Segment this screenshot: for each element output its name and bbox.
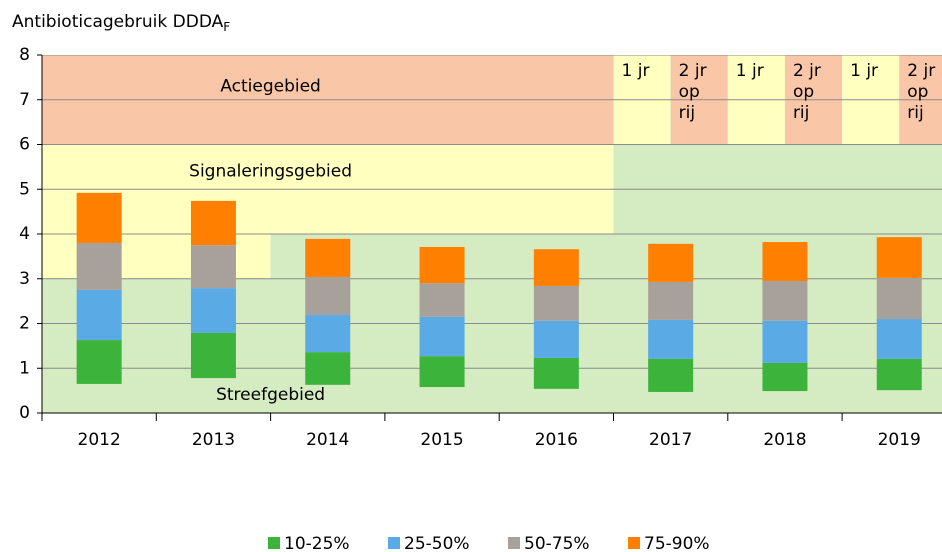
x-tick-label: 2018 — [763, 430, 806, 450]
zone-label: rij — [907, 103, 923, 123]
bar-segment — [419, 356, 465, 388]
bar-segment — [648, 319, 694, 359]
bar-segment — [648, 358, 694, 392]
x-tick-label: 2016 — [535, 430, 578, 450]
bar-segment — [76, 289, 122, 341]
x-tick-label: 2013 — [192, 430, 235, 450]
bar-segment — [533, 285, 579, 321]
zone-label: op — [793, 82, 814, 102]
y-tick-label: 7 — [19, 90, 30, 110]
zone-label: 2 jr — [907, 61, 935, 81]
bar-segment — [876, 358, 922, 391]
x-tick-label: 2019 — [878, 430, 921, 450]
bar-segment — [762, 280, 808, 321]
legend-label: 75-90% — [644, 534, 710, 552]
bar-segment — [190, 288, 236, 333]
x-tick-label: 2014 — [306, 430, 349, 450]
legend-label: 25-50% — [404, 534, 470, 552]
zone-label: Signaleringsgebied — [189, 161, 352, 181]
bar-segment — [305, 238, 351, 277]
bar-segment — [419, 316, 465, 357]
chart-title: Antibioticagebruik DDDAF — [12, 12, 230, 34]
bar-segment — [190, 332, 236, 379]
x-tick-label: 2015 — [420, 430, 463, 450]
y-tick-label: 8 — [19, 45, 30, 65]
bar-segment — [876, 277, 922, 320]
y-tick-label: 2 — [19, 314, 30, 334]
axes: 0 1 2 3 4 5 6 7 8 2012 2013 2014 2015 2016 2017 2018 201… — [19, 45, 942, 552]
zone-label: op — [907, 82, 928, 102]
legend-label: 10-25% — [284, 534, 350, 552]
zone-label: 1 jr — [850, 61, 878, 81]
bar-segment — [419, 283, 465, 317]
bar-segment — [876, 237, 922, 278]
bar-segment — [648, 281, 694, 320]
legend-swatch — [508, 537, 520, 549]
bar-segment — [305, 314, 351, 353]
bar-segment — [76, 340, 122, 384]
bar-segment — [305, 276, 351, 315]
y-tick-label: 0 — [19, 403, 30, 423]
zone — [42, 234, 271, 279]
bar-segment — [419, 246, 465, 284]
zone-label: Streefgebied — [216, 385, 325, 405]
bar-segment — [762, 320, 808, 363]
y-tick-label: 1 — [19, 358, 30, 378]
legend-swatch — [628, 537, 640, 549]
title-subscript: F — [223, 20, 230, 34]
bar-segment — [533, 320, 579, 358]
y-tick-label: 6 — [19, 135, 30, 155]
bar-segment — [533, 249, 579, 286]
zone-label: 2 jr — [679, 61, 707, 81]
title-main: Antibioticagebruik DDDA — [12, 12, 224, 32]
zone-label: op — [679, 82, 700, 102]
bar-segment — [76, 192, 122, 243]
bar-segment — [190, 245, 236, 289]
bar-segment — [533, 357, 579, 389]
plot-area: Streefgebied Actiegebied Signaleringsgebie… — [42, 55, 942, 414]
legend-label: 50-75% — [524, 534, 590, 552]
y-tick-label: 3 — [19, 269, 30, 289]
x-tick-label: 2012 — [78, 430, 121, 450]
zone-label: rij — [793, 103, 809, 123]
y-tick-label: 5 — [19, 179, 30, 199]
bar-segment — [762, 242, 808, 281]
zone-label: 1 jr — [622, 61, 650, 81]
y-tick-label: 4 — [19, 224, 30, 244]
legend-swatch — [268, 537, 280, 549]
legend-swatch — [388, 537, 400, 549]
bar-segment — [762, 362, 808, 392]
x-tick-label: 2017 — [649, 430, 692, 450]
bar-segment — [876, 319, 922, 359]
zone-label: 2 jr — [793, 61, 821, 81]
bar-segment — [305, 352, 351, 385]
bar-segment — [648, 243, 694, 282]
bar-segment — [190, 200, 236, 246]
bar-segment — [76, 242, 122, 290]
zone-label: rij — [679, 103, 695, 123]
zone-label: 1 jr — [736, 61, 764, 81]
zone-label: Actiegebied — [220, 76, 321, 96]
